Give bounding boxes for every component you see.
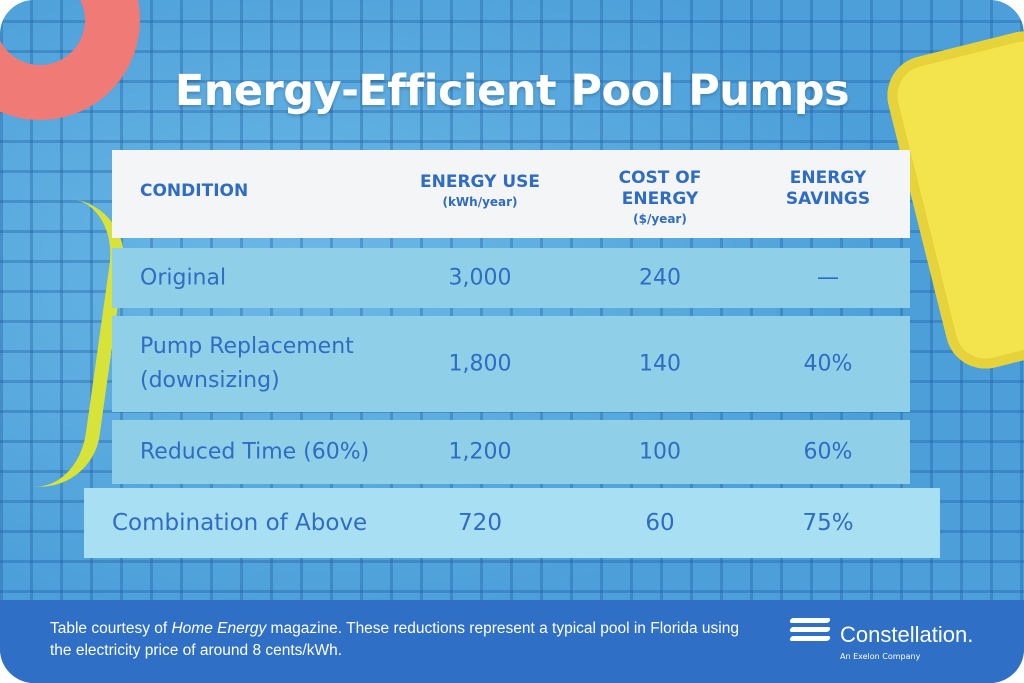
footer-note-magazine: Home Energy xyxy=(171,620,267,637)
cell-condition: Original xyxy=(140,265,227,291)
table-row: Pump Replacement (downsizing) 1,800 140 … xyxy=(112,316,910,412)
cell-savings: — xyxy=(817,265,839,291)
cell-savings: 40% xyxy=(803,351,853,377)
table-row-highlight: Combination of Above 720 60 75% xyxy=(84,488,940,558)
cell-energy-use: 1,200 xyxy=(448,439,512,465)
cell-condition: Pump Replacement (downsizing) xyxy=(140,334,354,393)
cell-condition: Combination of Above xyxy=(112,510,368,536)
table-row: Reduced Time (60%) 1,200 100 60% xyxy=(112,420,910,484)
header-energy-use-unit: (kWh/year) xyxy=(442,195,518,209)
cell-cost: 140 xyxy=(639,351,681,377)
cell-energy-use: 3,000 xyxy=(448,265,512,291)
cell-savings: 60% xyxy=(803,439,853,465)
header-energy-use-label: ENERGY USE xyxy=(419,172,540,192)
cell-energy-use: 720 xyxy=(458,510,502,536)
footer-note-end: magazine. These reductions represent a t… xyxy=(50,620,739,659)
constellation-logo: Constellation. An Exelon Company xyxy=(789,616,1000,666)
logo-subtitle: An Exelon Company xyxy=(840,652,921,661)
header-condition: CONDITION xyxy=(140,181,249,201)
table-header: CONDITION ENERGY USE (kWh/year) COST OF E… xyxy=(112,150,910,238)
logo-name: Constellation. xyxy=(840,622,974,647)
cell-condition: Reduced Time (60%) xyxy=(140,439,370,465)
footer-note-start: Table courtesy of xyxy=(50,620,172,637)
table-row: Original 3,000 240 — xyxy=(112,248,910,308)
cell-cost: 60 xyxy=(645,510,675,536)
footer: Table courtesy of Home Energy magazine. … xyxy=(0,600,1024,683)
header-cost-of-energy: COST OF ENERGY ($/year) xyxy=(600,168,720,228)
page-title: Energy-Efficient Pool Pumps xyxy=(174,66,850,116)
cell-cost: 240 xyxy=(639,265,681,291)
header-cost-label: COST OF ENERGY xyxy=(618,168,702,209)
constellation-logo-mark-icon xyxy=(789,618,831,645)
header-energy-use: ENERGY USE (kWh/year) xyxy=(400,172,560,211)
cell-energy-use: 1,800 xyxy=(448,351,512,377)
header-energy-savings: ENERGY SAVINGS xyxy=(785,168,871,209)
cell-savings: 75% xyxy=(802,510,854,536)
footer-note: Table courtesy of Home Energy magazine. … xyxy=(50,618,740,662)
cell-cost: 100 xyxy=(639,439,681,465)
header-cost-unit: ($/year) xyxy=(633,212,687,226)
